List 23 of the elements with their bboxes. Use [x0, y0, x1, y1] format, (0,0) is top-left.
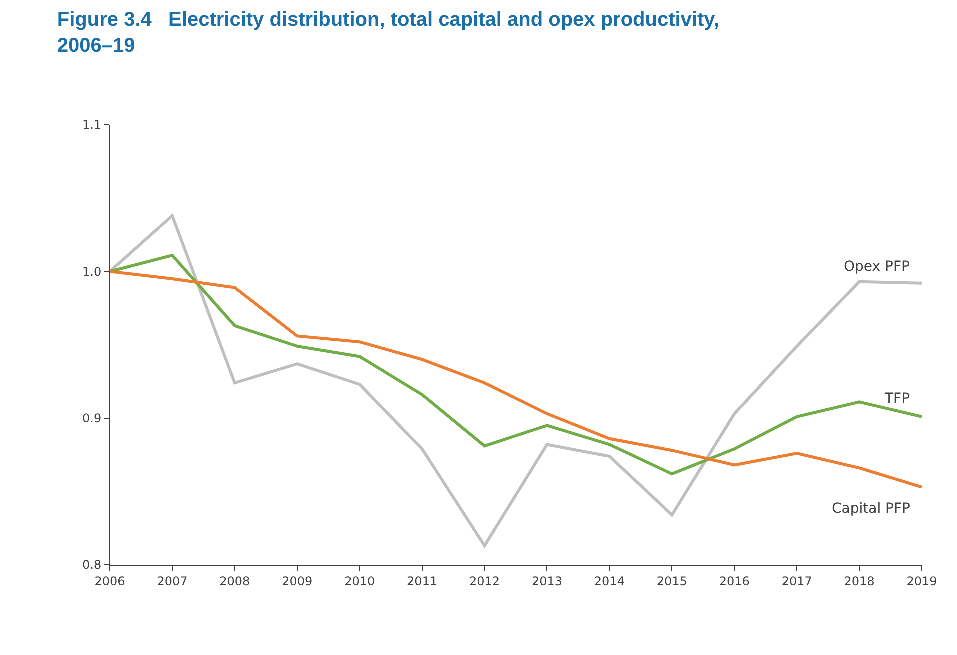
x-tick-label: 2010: [344, 574, 376, 588]
x-tick-label: 2018: [844, 574, 875, 588]
series-label: Capital PFP: [832, 501, 910, 517]
y-tick-label: 0.8: [82, 558, 102, 572]
x-tick-label: 2008: [220, 574, 250, 588]
x-tick-label: 2015: [656, 574, 688, 588]
x-tick-label: 2009: [282, 574, 313, 588]
x-tick-label: 2013: [532, 574, 563, 588]
y-tick-label: 1.0: [82, 264, 102, 279]
x-tick-label: 2007: [157, 574, 188, 588]
chart-title: Figure 3.4 Electricity distribution, total capital and opex productivity, 2006–19: [57, 9, 720, 58]
y-tick-label: 0.9: [82, 412, 102, 426]
y-tick-label: 1.1: [82, 118, 102, 132]
x-tick-label: 2011: [407, 574, 438, 588]
x-tick-label: 2006: [94, 574, 126, 588]
x-tick-label: 2016: [719, 574, 750, 588]
line-series: [110, 214, 922, 548]
series-label: Opex PFP: [844, 259, 910, 275]
x-tick-label: 2014: [594, 574, 625, 588]
x-tick-label: 2019: [906, 574, 938, 588]
x-tick-label: 2017: [782, 574, 812, 588]
x-tick-label: 2012: [469, 574, 500, 588]
series-label: TFP: [884, 391, 910, 407]
